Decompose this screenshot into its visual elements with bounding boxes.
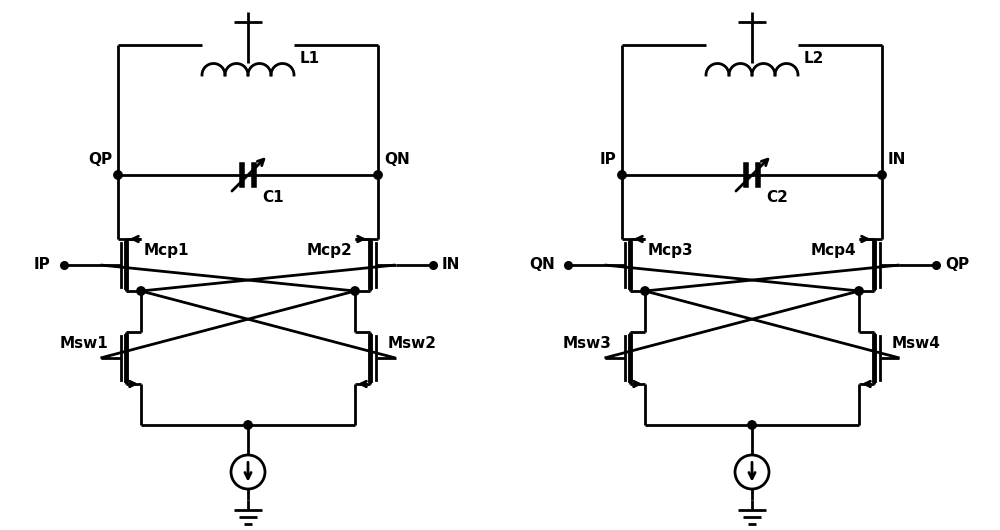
Text: IP: IP [34,258,51,272]
Text: QP: QP [945,258,970,272]
Circle shape [244,421,252,429]
Text: Mcp1: Mcp1 [144,243,190,258]
Circle shape [618,171,626,179]
Circle shape [374,171,382,179]
Circle shape [114,171,122,179]
Text: QP: QP [88,152,112,167]
Circle shape [855,287,863,295]
Circle shape [641,287,649,295]
Text: Msw1: Msw1 [59,336,108,351]
Text: Msw4: Msw4 [892,336,941,351]
Text: IN: IN [888,152,906,167]
Text: Mcp3: Mcp3 [648,243,694,258]
Circle shape [748,421,756,429]
Text: IN: IN [442,258,460,272]
Text: Mcp4: Mcp4 [810,243,856,258]
Circle shape [137,287,145,295]
Text: C2: C2 [766,190,788,205]
Text: C1: C1 [262,190,284,205]
Text: Msw2: Msw2 [388,336,437,351]
Text: Msw3: Msw3 [563,336,612,351]
Circle shape [351,287,359,295]
Text: L2: L2 [804,51,824,66]
Text: QN: QN [384,152,410,167]
Text: QN: QN [529,258,554,272]
Text: Mcp2: Mcp2 [306,243,352,258]
Circle shape [878,171,886,179]
Text: IP: IP [599,152,616,167]
Text: L1: L1 [300,51,320,66]
